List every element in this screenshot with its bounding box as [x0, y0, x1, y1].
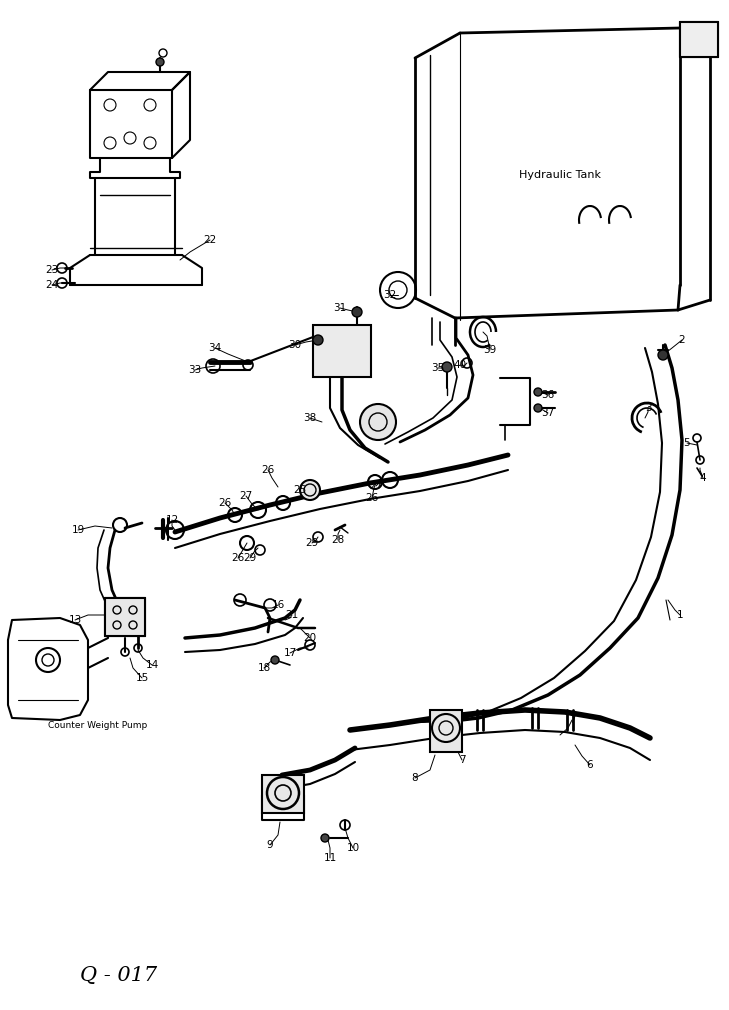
Circle shape	[442, 362, 452, 372]
Text: 6: 6	[587, 760, 593, 770]
Text: 22: 22	[203, 235, 217, 245]
Text: 32: 32	[383, 290, 397, 300]
Text: 27: 27	[370, 481, 383, 491]
Text: 13: 13	[69, 615, 82, 625]
Text: 40: 40	[453, 360, 467, 370]
Text: 3: 3	[644, 403, 651, 413]
Text: 33: 33	[188, 365, 202, 375]
Circle shape	[658, 350, 668, 360]
Text: Counter Weight Pump: Counter Weight Pump	[48, 720, 147, 729]
Text: 34: 34	[208, 343, 222, 354]
Circle shape	[534, 404, 542, 412]
Text: 7: 7	[459, 755, 465, 765]
Text: 11: 11	[324, 853, 337, 863]
Text: 9: 9	[267, 840, 273, 850]
Text: 38: 38	[303, 413, 316, 423]
Text: 5: 5	[684, 438, 690, 448]
Text: 26: 26	[262, 465, 275, 475]
Circle shape	[313, 335, 323, 345]
Circle shape	[271, 656, 279, 664]
Circle shape	[300, 480, 320, 500]
Text: 23: 23	[45, 265, 58, 275]
Text: 18: 18	[257, 663, 270, 673]
Text: 10: 10	[346, 843, 359, 853]
Text: 21: 21	[285, 610, 299, 620]
Text: 15: 15	[136, 673, 149, 683]
Bar	[680, 22, 718, 57]
Text: Hydraulic Tank: Hydraulic Tank	[519, 170, 601, 180]
Text: 29: 29	[305, 538, 319, 548]
Text: 25: 25	[293, 485, 307, 495]
Text: 1: 1	[677, 610, 683, 620]
Bar	[262, 775, 304, 813]
Text: 26: 26	[219, 498, 232, 508]
Text: Q - 017: Q - 017	[80, 966, 157, 985]
Bar	[313, 325, 371, 377]
Circle shape	[360, 404, 396, 440]
Circle shape	[321, 834, 329, 842]
Text: 7: 7	[569, 715, 575, 725]
Text: 35: 35	[432, 363, 445, 373]
Text: 12: 12	[165, 515, 179, 525]
Text: 19: 19	[71, 525, 85, 535]
Text: 20: 20	[303, 633, 316, 643]
Text: 30: 30	[289, 340, 302, 350]
Text: 37: 37	[542, 408, 555, 418]
Text: 36: 36	[542, 390, 555, 400]
Text: 31: 31	[333, 303, 346, 313]
Bar	[430, 710, 462, 752]
Circle shape	[156, 58, 164, 66]
Text: 14: 14	[145, 660, 159, 670]
Text: 26: 26	[231, 553, 245, 563]
Bar	[105, 598, 145, 636]
Text: 28: 28	[332, 535, 345, 545]
Text: 16: 16	[271, 600, 284, 610]
Text: 29: 29	[243, 553, 257, 563]
Text: 8: 8	[412, 773, 418, 783]
Text: 24: 24	[45, 280, 58, 290]
Circle shape	[534, 388, 542, 396]
Text: 39: 39	[483, 345, 496, 355]
Text: 4: 4	[700, 473, 706, 483]
Text: 27: 27	[239, 491, 253, 501]
Text: 2: 2	[679, 335, 685, 345]
Circle shape	[352, 307, 362, 317]
Text: 26: 26	[365, 493, 378, 503]
Text: 17: 17	[284, 648, 297, 658]
